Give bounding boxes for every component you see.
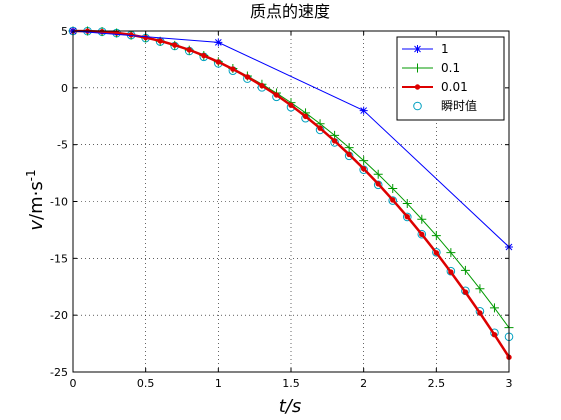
y-tick-label: 0 [61, 82, 68, 95]
x-tick-label: 2 [360, 377, 367, 390]
data-point [317, 125, 323, 131]
data-point [477, 310, 483, 316]
data-point [215, 59, 222, 65]
data-point [331, 138, 338, 144]
y-tick-label: 5 [61, 25, 68, 38]
data-point [402, 212, 412, 222]
data-point [157, 38, 163, 44]
data-point [142, 34, 149, 41]
data-point [460, 265, 470, 275]
data-point [448, 269, 454, 275]
data-point [404, 214, 410, 220]
axis-ticks: 0 0.5 1 1.5 2 2.5 3 5 0 -5 -10 -15 -20 -25 [50, 25, 512, 390]
legend-marker [414, 84, 421, 90]
series-line [72, 30, 510, 248]
data-point [417, 229, 427, 239]
data-point [446, 266, 456, 276]
data-point [402, 199, 412, 209]
legend-marker [413, 101, 422, 111]
data-point [359, 156, 369, 166]
x-axis-label: t/s [279, 396, 302, 417]
legend-box [396, 36, 505, 121]
data-point [259, 82, 265, 89]
data-point [373, 169, 383, 179]
y-tick-label: -10 [50, 196, 68, 209]
data-point [172, 42, 178, 48]
data-point [388, 196, 398, 205]
y-tick-label: -25 [50, 366, 68, 379]
data-point [491, 332, 498, 338]
legend-item: 0.01 [402, 80, 468, 94]
legend-marker [413, 45, 422, 53]
data-point [128, 32, 134, 38]
data-point [373, 180, 383, 190]
legend-item: 0.1 [402, 61, 460, 75]
legend-marker [413, 63, 422, 73]
data-point [375, 181, 381, 187]
legend: 1 0.1 0.01 瞬时值 [396, 36, 505, 121]
data-point [230, 66, 236, 72]
data-point [359, 165, 368, 174]
x-tick-label: 1 [215, 377, 222, 390]
data-point [446, 248, 456, 258]
data-point [388, 184, 398, 194]
data-point [344, 143, 354, 153]
data-point [417, 214, 427, 224]
data-point [475, 284, 485, 294]
data-point [214, 38, 223, 47]
x-tick-label: 0 [70, 377, 77, 390]
y-tick-label: -5 [57, 139, 68, 152]
x-tick-label: 3 [506, 377, 513, 390]
data-point [390, 197, 396, 203]
y-axis-label: v/m·s-1 [24, 169, 47, 230]
data-point [462, 289, 469, 295]
data-point [431, 231, 441, 241]
x-tick-label: 2.5 [428, 377, 446, 390]
data-point [288, 102, 294, 108]
data-point [273, 92, 280, 98]
data-point [302, 113, 309, 120]
x-tick-label: 0.5 [137, 377, 155, 390]
data-point [186, 47, 192, 53]
legend-item: 瞬时值 [413, 98, 477, 113]
data-point [419, 231, 425, 238]
y-tick-label: -20 [50, 309, 68, 322]
legend-label: 0.1 [441, 61, 460, 75]
legend-label: 瞬时值 [441, 98, 477, 113]
data-point [432, 248, 441, 257]
data-point [489, 303, 499, 313]
x-tick-label: 1.5 [282, 377, 300, 390]
data-point [360, 166, 367, 172]
data-point [201, 52, 207, 59]
legend-item: 1 [402, 42, 449, 56]
data-point [346, 151, 352, 158]
y-tick-label: -15 [50, 252, 68, 265]
legend-label: 0.01 [441, 80, 468, 94]
data-point [244, 74, 251, 80]
legend-label: 1 [441, 42, 449, 56]
data-point [359, 106, 368, 115]
chart-title: 质点的速度 [250, 2, 330, 21]
data-point [433, 250, 440, 256]
